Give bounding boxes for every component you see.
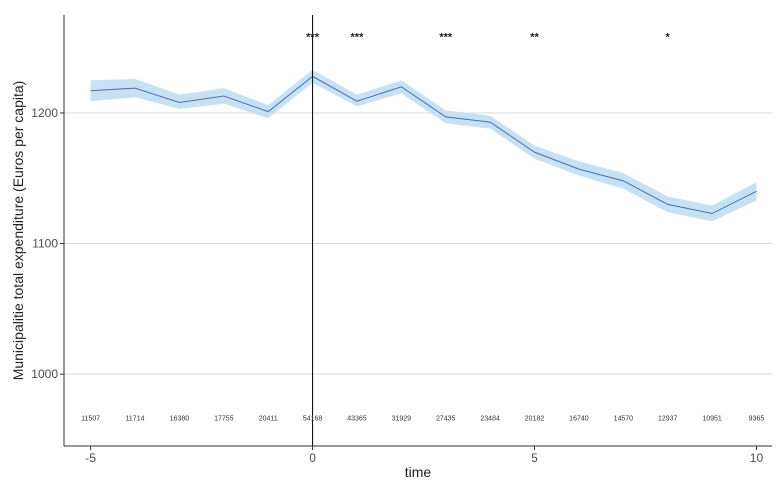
significance-annotations: *** *** *** ** * bbox=[306, 32, 670, 44]
x-tick-label-0: 0 bbox=[309, 451, 316, 465]
count-label: 17755 bbox=[214, 415, 234, 422]
count-label: 11507 bbox=[81, 415, 100, 422]
series-line bbox=[90, 75, 757, 215]
count-label: 20411 bbox=[259, 415, 278, 422]
significance-stars: *** bbox=[439, 32, 453, 44]
significance-stars: *** bbox=[351, 32, 365, 44]
y-tick-label-1000: 1000 bbox=[31, 367, 58, 381]
count-label: 9365 bbox=[749, 415, 765, 422]
count-labels: 11507 11714 16380 17755 20411 54168 43365 31929… bbox=[81, 415, 764, 422]
count-label: 12937 bbox=[658, 415, 678, 422]
x-tick-label--5: -5 bbox=[85, 451, 96, 465]
significance-stars: * bbox=[666, 32, 671, 44]
significance-stars: *** bbox=[306, 32, 320, 44]
count-label: 20182 bbox=[525, 415, 545, 422]
count-label: 16740 bbox=[569, 415, 589, 422]
tick-labels: -5 0 5 10 1000 1100 1200 bbox=[31, 106, 763, 465]
gridlines bbox=[64, 112, 772, 375]
y-tick-label-1100: 1100 bbox=[32, 237, 58, 251]
count-label: 27435 bbox=[436, 415, 456, 422]
count-label: 43365 bbox=[347, 415, 367, 422]
count-label: 31929 bbox=[392, 415, 412, 422]
x-tick-label-10: 10 bbox=[750, 451, 764, 465]
y-tick-label-1200: 1200 bbox=[31, 106, 58, 120]
y-axis-title: Municipalitie total expenditure (Euros p… bbox=[10, 81, 26, 381]
axes bbox=[63, 15, 772, 447]
count-label: 23484 bbox=[480, 415, 500, 422]
x-tick-label-5: 5 bbox=[531, 451, 538, 465]
series-line-layer bbox=[90, 75, 757, 215]
count-label: 54168 bbox=[303, 415, 323, 422]
count-label: 11714 bbox=[126, 415, 145, 422]
significance-stars: ** bbox=[530, 32, 539, 44]
count-label: 10951 bbox=[702, 415, 722, 422]
count-label: 14570 bbox=[614, 415, 634, 422]
x-axis-title: time bbox=[405, 464, 432, 480]
count-label: 16380 bbox=[170, 415, 190, 422]
